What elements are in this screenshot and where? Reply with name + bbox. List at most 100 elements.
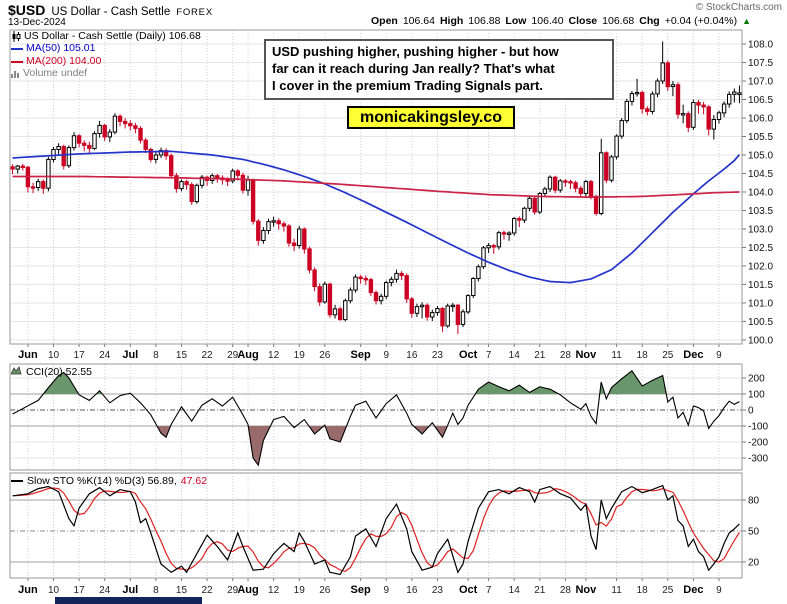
svg-text:9: 9 (383, 350, 389, 361)
low-value: 106.40 (531, 15, 564, 27)
svg-text:-300: -300 (748, 454, 768, 465)
close-value: 106.68 (602, 15, 635, 27)
svg-text:9: 9 (716, 350, 722, 361)
price-legend-label: US Dollar - Cash Settle (Daily) 106.68 (24, 30, 201, 42)
svg-text:106.5: 106.5 (748, 95, 773, 106)
sto-legend-label: Slow STO %K(14) %D(3) 56.89, (27, 475, 177, 487)
chart-date: 13-Dec-2024 (8, 17, 66, 28)
svg-text:-200: -200 (748, 438, 768, 449)
svg-text:29: 29 (227, 350, 239, 361)
svg-text:7: 7 (486, 585, 492, 596)
svg-text:102.5: 102.5 (748, 243, 773, 254)
svg-text:23: 23 (432, 585, 444, 596)
svg-text:10: 10 (48, 350, 60, 361)
svg-text:18: 18 (637, 350, 649, 361)
sto-panel-legend: Slow STO %K(14) %D(3) 56.89, 47.62 (11, 475, 207, 487)
sto-k-line (12, 484, 740, 576)
svg-text:Dec: Dec (683, 349, 703, 361)
svg-text:107.0: 107.0 (748, 77, 773, 88)
low-label: Low (505, 15, 527, 27)
svg-text:Jun: Jun (18, 584, 38, 596)
svg-text:103.0: 103.0 (748, 224, 773, 235)
svg-text:9: 9 (716, 585, 722, 596)
svg-text:Sep: Sep (351, 584, 371, 596)
svg-text:100.5: 100.5 (748, 317, 773, 328)
exchange-label: FOREX (176, 7, 213, 18)
MA(200)-line (12, 175, 740, 199)
svg-text:Jul: Jul (122, 584, 138, 596)
open-value: 106.64 (402, 15, 435, 27)
svg-text:Jun: Jun (18, 349, 38, 361)
svg-text:Oct: Oct (459, 584, 478, 596)
svg-text:14: 14 (509, 585, 521, 596)
annotation-line-3: I cover in the premium Trading Signals p… (272, 77, 543, 93)
cropped-taskbar-fragment (55, 597, 202, 604)
cci-line (12, 370, 740, 467)
svg-text:Jul: Jul (122, 349, 138, 361)
cci-legend-label: CCI(20) 52.55 (26, 366, 92, 378)
svg-text:28: 28 (560, 585, 572, 596)
svg-text:24: 24 (99, 350, 111, 361)
candlestick-icon (11, 31, 21, 43)
svg-text:Nov: Nov (575, 584, 597, 596)
annotation-line-2: far can it reach during Jan really? That… (272, 60, 555, 76)
close-label: Close (568, 15, 598, 27)
svg-text:Dec: Dec (683, 584, 703, 596)
svg-text:26: 26 (319, 350, 331, 361)
svg-text:Aug: Aug (237, 349, 258, 361)
svg-text:22: 22 (202, 585, 214, 596)
svg-text:14: 14 (509, 350, 521, 361)
cci-panel-legend: CCI(20) 52.55 (10, 366, 92, 378)
svg-text:21: 21 (534, 350, 546, 361)
svg-text:0: 0 (748, 406, 754, 417)
svg-text:-100: -100 (748, 422, 768, 433)
chart-header: $USD US Dollar - Cash Settle FOREX (8, 2, 213, 18)
svg-text:11: 11 (611, 350, 622, 361)
svg-text:28: 28 (560, 350, 572, 361)
svg-text:18: 18 (637, 585, 649, 596)
svg-text:Nov: Nov (575, 349, 597, 361)
svg-text:26: 26 (319, 585, 331, 596)
ohlc-quote-bar: Open 106.64 High 106.88 Low 106.40 Close… (371, 15, 751, 27)
volume-legend-label: Volume undef (23, 67, 88, 80)
svg-text:17: 17 (74, 585, 86, 596)
cci-area-icon (10, 366, 22, 378)
svg-text:8: 8 (153, 585, 159, 596)
svg-text:22: 22 (202, 350, 214, 361)
price-panel-border (9, 29, 743, 345)
svg-text:104.0: 104.0 (748, 187, 773, 198)
svg-text:102.0: 102.0 (748, 261, 773, 272)
volume-bars-icon (11, 69, 20, 79)
svg-text:101.5: 101.5 (748, 280, 773, 291)
svg-text:105.0: 105.0 (748, 151, 773, 162)
svg-text:100.0: 100.0 (748, 335, 773, 346)
svg-text:8: 8 (153, 350, 159, 361)
svg-text:12: 12 (268, 585, 280, 596)
sto-line-swatch (11, 480, 23, 482)
cci-panel-border (9, 363, 743, 471)
svg-text:12: 12 (268, 350, 280, 361)
annotation-note-box: USD pushing higher, pushing higher - but… (264, 39, 614, 100)
svg-text:29: 29 (227, 585, 239, 596)
svg-text:104.5: 104.5 (748, 169, 773, 180)
candlestick-series (10, 41, 742, 335)
svg-text:19: 19 (294, 585, 306, 596)
price-panel-legend: US Dollar - Cash Settle (Daily) 106.68 M… (11, 30, 201, 80)
svg-text:16: 16 (406, 585, 418, 596)
svg-text:Aug: Aug (237, 584, 258, 596)
sto-panel-border (9, 472, 743, 579)
site-watermark-badge: monicakingsley.co (347, 106, 515, 129)
svg-text:15: 15 (176, 350, 188, 361)
svg-text:80: 80 (748, 495, 760, 506)
svg-text:Sep: Sep (351, 349, 371, 361)
svg-text:200: 200 (748, 374, 765, 385)
svg-text:17: 17 (74, 350, 86, 361)
svg-text:11: 11 (611, 585, 622, 596)
svg-text:10: 10 (48, 585, 60, 596)
ma200-line-swatch (11, 60, 23, 63)
ticker-symbol: $USD (8, 2, 46, 18)
svg-text:108.0: 108.0 (748, 40, 773, 51)
svg-text:50: 50 (748, 526, 760, 537)
svg-text:23: 23 (432, 350, 444, 361)
